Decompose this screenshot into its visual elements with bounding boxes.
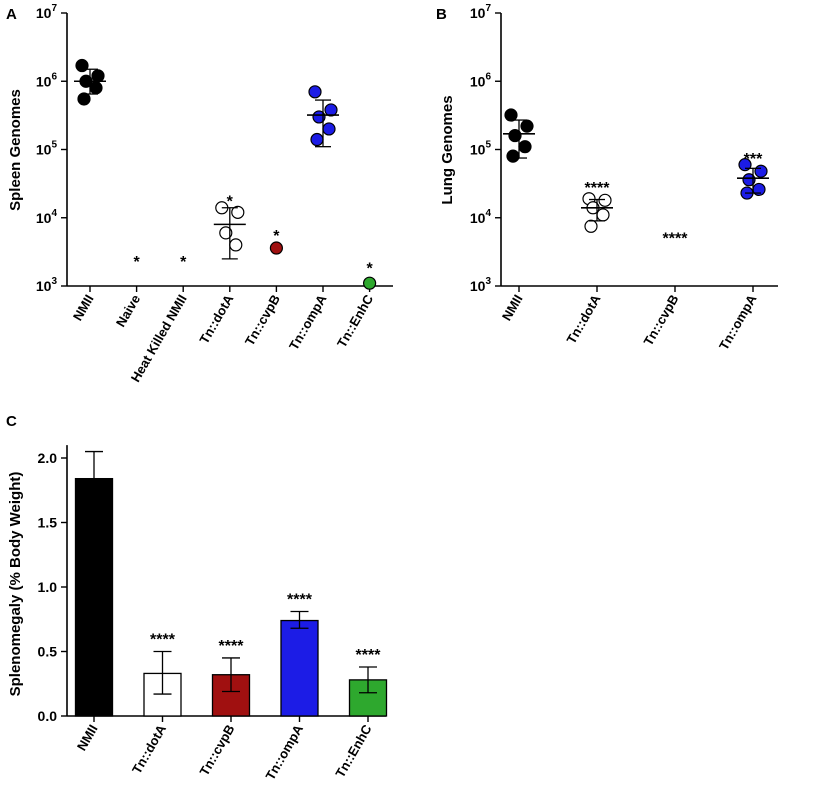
panel-a-ytick-base: 10 — [36, 278, 52, 294]
panel-b-ytick-exp: 6 — [485, 71, 491, 82]
panel-a-ytick-label: 103 — [36, 276, 58, 294]
panel-b-point — [738, 158, 752, 172]
panel-b-ytick-label: 106 — [470, 71, 492, 89]
panel-c-ytick-label: 1.5 — [38, 515, 58, 531]
panel-b-point — [518, 140, 532, 154]
panel-a-point — [269, 241, 283, 255]
panel-b-ytick-exp: 7 — [485, 3, 491, 14]
panel-a-ytick-label: 107 — [36, 3, 58, 21]
panel-b-category-label: Tn::dotA — [564, 291, 604, 346]
panel-c-significance-label: **** — [219, 638, 245, 655]
panel-c-ylabel: Splenomegaly (% Body Weight) — [7, 472, 24, 697]
panel-b-category-label: NMII — [499, 292, 526, 323]
panel-a-point — [89, 81, 103, 95]
panel-a-ylabel: Spleen Genomes — [7, 89, 24, 211]
panel-b-ytick-exp: 3 — [485, 276, 491, 287]
panel-c-ytick-label: 1.0 — [38, 579, 58, 595]
panel-a-point — [91, 69, 105, 83]
panel-a-category-label: Tn::cvpB — [242, 292, 283, 348]
panel-b-ytick-base: 10 — [470, 210, 486, 226]
panel-a-category-label: Tn::ompA — [286, 291, 330, 352]
panel-a-ytick-exp: 7 — [51, 3, 57, 14]
panel-b-ytick-label: 107 — [470, 3, 492, 21]
panel-a-ytick-label: 105 — [36, 140, 58, 158]
panel-a-ytick-exp: 5 — [51, 140, 57, 151]
panel-c-bar — [74, 477, 114, 717]
panel-c-significance-label: **** — [150, 632, 176, 649]
panel-b-point — [598, 193, 612, 207]
panel-letter-b: B — [436, 6, 447, 23]
panel-a-category-label: Tn::dotA — [196, 291, 236, 346]
panel-a-point — [312, 110, 326, 124]
panel-a-point — [308, 85, 322, 99]
panel-a-ytick-exp: 6 — [51, 71, 57, 82]
panel-b-ytick-exp: 5 — [485, 140, 491, 151]
panel-b-ytick-label: 103 — [470, 276, 492, 294]
panel-b-ytick-base: 10 — [470, 5, 486, 21]
panel-a-ytick-label: 106 — [36, 71, 58, 89]
panel-b-ytick-exp: 4 — [485, 208, 491, 219]
panel-a-ytick-base: 10 — [36, 142, 52, 158]
panel-c-ytick-label: 2.0 — [38, 450, 58, 466]
panel-c-category-label: Tn::dotA — [129, 721, 169, 776]
panel-a-significance-label: * — [366, 260, 373, 277]
panel-a-point — [77, 92, 91, 106]
panel-a-ytick-label: 104 — [36, 208, 58, 226]
panel-b-point — [742, 173, 756, 187]
panel-b-category-label: Tn::ompA — [716, 291, 760, 352]
panel-c-ytick-label: 0.0 — [38, 708, 58, 724]
panel-b-ytick-base: 10 — [470, 73, 486, 89]
panel-b-point — [584, 219, 598, 233]
panel-c-ytick-label: 0.5 — [38, 644, 58, 660]
panel-a-significance-label: * — [133, 254, 140, 271]
panel-c-category-label: Tn::cvpB — [196, 722, 237, 778]
panel-b-category-label: Tn::cvpB — [640, 292, 681, 348]
panel-c-significance-label: **** — [287, 592, 313, 609]
panel-a-point — [219, 226, 233, 240]
panel-b-significance-label: **** — [663, 230, 689, 247]
panel-a-ytick-base: 10 — [36, 73, 52, 89]
panel-c-significance-label: **** — [356, 647, 382, 664]
panel-a-ytick-base: 10 — [36, 210, 52, 226]
panel-a-category-label: Tn::EnhC — [334, 291, 377, 350]
panel-c: C Splenomegaly (% Body Weight) 0.0 0.5 1.0… — [6, 413, 388, 783]
panel-c-category-label: Tn::ompA — [262, 721, 306, 782]
panel-b-ytick-base: 10 — [470, 142, 486, 158]
panel-a-ytick-exp: 3 — [51, 276, 57, 287]
panel-b-point — [596, 208, 610, 222]
panel-b-point — [508, 128, 522, 143]
panel-a-point — [75, 58, 89, 73]
panel-letter-a: A — [6, 6, 17, 23]
panel-a-point — [363, 276, 377, 290]
panel-letter-c: C — [6, 413, 17, 430]
panel-b-point — [504, 108, 518, 122]
panel-b-ylabel: Lung Genomes — [439, 95, 456, 204]
panel-b-ytick-label: 104 — [470, 208, 492, 226]
panel-a-category-label: NMII — [70, 292, 97, 323]
panel-c-bar — [280, 619, 319, 717]
panel-a-ytick-base: 10 — [36, 5, 52, 21]
panel-a-point — [231, 205, 245, 219]
panel-b-point — [520, 119, 534, 133]
panel-b-point — [506, 149, 520, 163]
panel-b-significance-label: **** — [585, 180, 611, 197]
panel-c-category-label: NMII — [74, 722, 101, 753]
panel-a-category-label: Naive — [113, 292, 143, 330]
panel-a-ytick-exp: 4 — [51, 208, 57, 219]
panel-c-category-label: Tn::EnhC — [332, 721, 375, 780]
panel-b-ytick-base: 10 — [470, 278, 486, 294]
panel-a-significance-label: * — [227, 194, 234, 211]
panel-a-significance-label: * — [180, 254, 187, 271]
panel-b-ytick-label: 105 — [470, 140, 492, 158]
panel-a-point — [324, 103, 338, 117]
panel-a-significance-label: * — [273, 228, 280, 245]
panel-a-point — [310, 132, 324, 147]
panel-b-significance-label: *** — [744, 151, 763, 168]
panel-a-point — [322, 122, 336, 136]
panel-a-point — [229, 238, 243, 252]
